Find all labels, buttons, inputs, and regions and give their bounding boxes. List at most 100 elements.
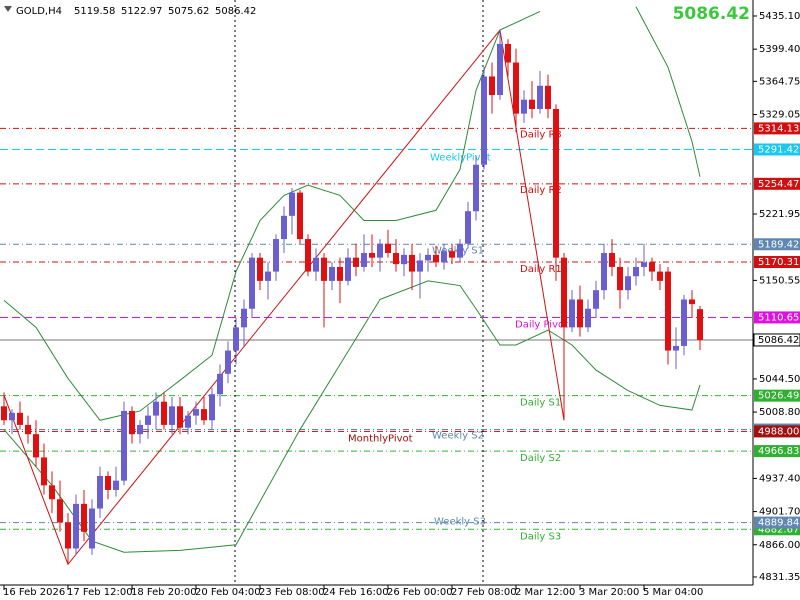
candle-body <box>313 257 319 272</box>
ohlc-value: 5119.58 <box>74 6 115 17</box>
candle-body <box>297 192 303 240</box>
candle-body <box>129 410 135 435</box>
x-tick-label: 3 Mar 20:00 <box>579 587 639 598</box>
ohlc-header: 5119.58 5122.97 5075.62 5086.42 <box>74 6 256 17</box>
candle-body <box>161 401 167 425</box>
y-tick-label: 5150.55 <box>759 275 800 286</box>
axes: 5435.10 5399.40 5364.75 5329.05 5221.95 5150.… <box>3 11 800 598</box>
candle-body <box>169 406 175 425</box>
candle-body <box>153 401 159 416</box>
candle-body <box>217 373 223 395</box>
level-label: Daily S1 <box>520 398 561 409</box>
x-tick-label: 17 Feb 12:00 <box>67 587 133 598</box>
candle-body <box>41 457 47 486</box>
candle-body <box>545 85 551 109</box>
level-tag-label: 4889.84 <box>758 518 799 529</box>
indicator-line <box>3 280 701 553</box>
candle-body <box>33 434 39 458</box>
candle-body <box>425 254 431 261</box>
candle-body <box>665 271 671 351</box>
bid-price: 5086.42 <box>673 4 750 24</box>
candle-body <box>137 424 143 435</box>
y-tick-label: 5435.10 <box>759 11 800 22</box>
y-tick-label: 5008.80 <box>759 407 800 418</box>
level-tag-label: 5026.49 <box>758 391 799 402</box>
level-label: MonthlyPivot <box>348 433 413 444</box>
level-tag <box>754 177 800 190</box>
candle-body <box>433 254 439 263</box>
levels: Weekly S2 Daily R3 WeeklyPivot Daily R2 Week… <box>0 127 753 542</box>
candle-body <box>281 215 287 240</box>
candle-body <box>49 485 55 500</box>
candle-body <box>601 253 607 291</box>
chart-title: GOLD,H4 <box>16 6 62 17</box>
candle-body <box>689 299 695 305</box>
y-tick-label: 5221.95 <box>759 209 800 220</box>
candle-body <box>25 424 31 435</box>
candle-body <box>657 271 663 281</box>
candle-body <box>233 327 239 351</box>
candle-body <box>561 257 567 328</box>
ohlc-value: 5086.42 <box>215 6 256 17</box>
ohlc-value: 5075.62 <box>168 6 209 17</box>
level-label: Daily S3 <box>520 531 561 542</box>
candle-body <box>97 476 103 509</box>
indicator-line <box>3 10 541 421</box>
candle-body <box>185 415 191 428</box>
level-label: Daily R2 <box>520 185 562 196</box>
level-tag <box>754 311 800 324</box>
candle-body <box>65 522 71 549</box>
candle-body <box>529 99 535 109</box>
candle-body <box>361 253 367 267</box>
candle-body <box>57 499 63 523</box>
candle-body <box>265 271 271 281</box>
x-tick-label: 16 Feb 2026 <box>3 587 65 598</box>
y-tick-label: 5329.05 <box>759 110 800 121</box>
candle-body <box>569 299 575 328</box>
candle-body <box>697 309 703 340</box>
level-tag-label: 5291.42 <box>758 144 799 155</box>
candle-body <box>145 415 151 425</box>
level-label: Daily R1 <box>520 264 562 275</box>
level-tag-label: 5314.13 <box>758 123 799 134</box>
level-label: Daily Pivot <box>515 319 568 330</box>
level-tag-label: 5170.31 <box>758 257 799 268</box>
candle-body <box>337 266 343 281</box>
candle-body <box>89 508 95 549</box>
candle-body <box>513 62 519 114</box>
candle-body <box>537 85 543 109</box>
candle-body <box>441 251 447 263</box>
candle-body <box>617 266 623 291</box>
x-tick-label: 18 Feb 20:00 <box>131 587 197 598</box>
level-label: Daily S2 <box>520 453 561 464</box>
level-label: Weekly S2 <box>432 431 484 442</box>
candle-body <box>225 350 231 374</box>
level-tag <box>754 256 800 269</box>
x-tick-label: 2 Mar 12:00 <box>515 587 575 598</box>
level-label: WeeklyPivot <box>430 152 491 163</box>
x-tick-label: 5 Mar 04:00 <box>643 587 703 598</box>
level-tag <box>754 143 800 156</box>
candle-body <box>577 299 583 328</box>
x-tick-label: 26 Feb 00:00 <box>387 587 453 598</box>
y-tick-label: 4831.35 <box>759 572 800 583</box>
candle-body <box>289 192 295 216</box>
candle-body <box>449 251 455 258</box>
menu-arrow[interactable] <box>4 6 12 12</box>
candle-body <box>409 254 415 272</box>
indicator-line <box>635 6 701 177</box>
y-tick-label: 5044.50 <box>759 374 800 385</box>
ohlc-value: 5122.97 <box>121 6 162 17</box>
candle-body <box>121 410 127 481</box>
candle-body <box>481 76 487 165</box>
level-label: Daily R3 <box>520 129 562 140</box>
candle-body <box>209 394 215 421</box>
level-tag-label: 4966.83 <box>758 446 799 457</box>
candle-body <box>273 239 279 272</box>
candle-body <box>417 260 423 272</box>
x-tick-label: 20 Feb 04:00 <box>195 587 261 598</box>
candle-body <box>585 308 591 328</box>
level-tag <box>754 516 800 529</box>
